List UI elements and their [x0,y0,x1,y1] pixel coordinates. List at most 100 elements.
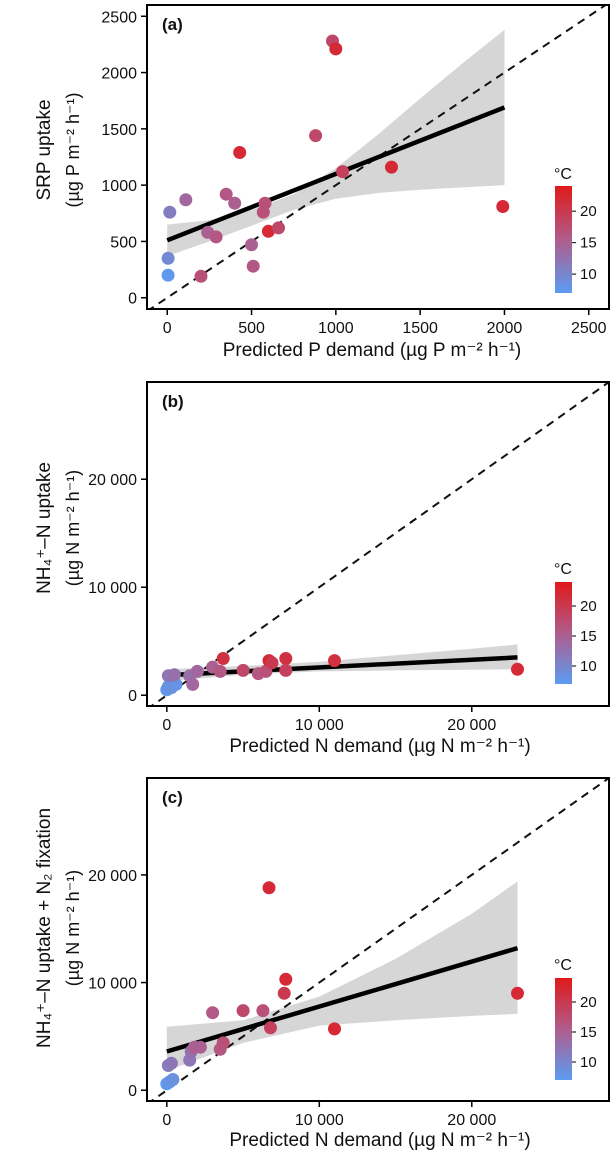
panel-c-colorbar-gradient [555,978,572,1080]
panel-b-plot-area [149,382,609,706]
panel-c-data-point-12 [236,1004,250,1018]
panel-a-data-point-8 [228,196,242,210]
panel-a-data-point-6 [209,230,223,244]
panel-c-colorbar: °C 10 15 20 [554,957,597,1080]
panel-c-colorbar-tick-label-0: 10 [580,1054,597,1071]
panel-a-data-point-16 [309,129,323,143]
panel-c-data-point-14 [262,881,276,895]
panel-c-data-point-4 [164,1056,178,1070]
panel-b-data-point-20 [511,662,524,676]
panel-a-data-point-19 [336,165,350,179]
panel-c-x-tick-label-1: 10 000 [295,1112,344,1129]
panel-b-data-point-7 [186,677,200,691]
panel-b-data-point-5 [167,668,181,682]
panel-c-label: (c) [162,788,183,807]
panel-b-x-axis-label: Predicted N demand (µg N m⁻² h⁻¹) [229,736,530,757]
panel-c-fit-line [166,945,519,1054]
panel-a-y-tick-label-3: 1500 [101,122,137,139]
panel-a-data-point-7 [219,187,233,201]
panel-a-data-point-9 [233,146,247,159]
panel-a-confidence-band [167,29,505,257]
panel-a-colorbar-gradient [555,186,572,293]
panel-b-colorbar-unit: °C [554,561,572,578]
panel-c-data-point-15 [264,1021,277,1035]
panel-a: (a) Predicted P demand (µg P m⁻² h⁻¹) SR… [34,15,521,361]
panel-a-one-to-one-line [148,5,608,309]
panel-b-x-tick-label-0: 0 [162,717,171,734]
panel-a-colorbar-tick-label-2: 20 [580,203,597,220]
panel-a-x-tick-label-1: 500 [238,320,265,337]
panel-a-y-axis-unit: (µg P m⁻² h⁻¹) [63,92,83,207]
panel-c-x-tick-label-2: 20 000 [447,1112,496,1129]
panel-c-data-point-17 [277,986,291,1000]
panel-a-data-point-18 [329,42,343,56]
panel-a-plot-area [148,5,608,309]
panel-c-y-axis-unit: (µg N m⁻² h⁻¹) [63,870,83,986]
panel-a-frame [146,4,610,310]
panel-a-data-point-14 [261,224,275,238]
panel-a-label: (a) [162,15,183,34]
panel-b-y-axis-label: NH₄⁺–N uptake [34,462,55,594]
panel-c-data-point-19 [511,986,524,1000]
panel-a-y-axis-label: SRP uptake [34,99,55,200]
panel-b-data-point-18 [279,663,293,677]
panel-a-colorbar-tick-label-1: 15 [580,235,597,252]
panel-a-x-tick-label-2: 1000 [318,320,354,337]
panel-b-data-point-8 [190,664,204,678]
panel-a-fit-line [166,105,506,243]
panel-a-colorbar: °C 10 15 20 [554,166,597,293]
panel-b-plot: 0 10 000 20 000 0 10 000 20 000 °C 10 15 20 [88,381,610,734]
panel-a-plot: 0 500 1000 1500 2000 2500 0 500 1000 1500 2000 2500… [101,4,610,337]
panel-a-data-point-20 [385,160,398,174]
panel-c-one-to-one-line [149,778,609,1101]
panel-a-x-tick-label-5: 2500 [571,320,607,337]
panel-a-y-tick-label-5: 2500 [101,9,137,26]
panel-a-data-point-2 [163,205,177,219]
panel-b-data-point-10 [213,664,227,678]
panel-c-colorbar-tick-label-2: 20 [580,994,597,1011]
panel-a-x-axis-label: Predicted P demand (µg P m⁻² h⁻¹) [223,340,522,361]
panel-b-data-point-17 [279,652,293,665]
panel-c-y-tick-label-1: 10 000 [88,976,137,993]
panel-c-y-axis-label: NH₄⁺–N uptake + N₂ fixation [34,808,55,1048]
panel-a-data-point-1 [161,251,175,265]
panel-b-data-point-3 [169,677,183,691]
panel-c-data-point-11 [216,1036,230,1050]
panel-b-colorbar: °C 10 15 20 [554,561,597,684]
panel-a-y-tick-label-1: 500 [110,234,137,251]
panel-a-x-tick-label-0: 0 [163,320,172,337]
panel-c-data-point-16 [279,972,293,986]
panel-c-data-point-8 [193,1040,207,1054]
panel-a-y-tick-label-4: 2000 [101,66,137,83]
panel-a-data-point-21 [496,200,510,213]
panel-b-y-tick-label-2: 20 000 [88,472,137,489]
panel-b-y-tick-label-1: 10 000 [88,580,137,597]
panel-a-data-point-15 [272,221,285,235]
panel-a-data-point-10 [245,238,258,252]
panel-b-label: (b) [162,392,184,411]
panel-a-data-point-11 [246,259,260,273]
panel-b-colorbar-gradient [555,582,572,684]
panel-a-colorbar-tick-label-0: 10 [580,266,597,283]
panel-b-data-point-19 [328,654,341,668]
panel-c-colorbar-tick-label-1: 15 [580,1024,597,1041]
panel-b-data-point-16 [265,656,279,670]
panel-b-one-to-one-line [149,382,609,706]
panel-a-data-point-13 [258,196,272,210]
panel-b-colorbar-tick-label-2: 20 [580,598,597,615]
panel-b: (b) Predicted N demand (µg N m⁻² h⁻¹) NH… [34,392,531,757]
panel-c-plot: 0 10 000 20 000 0 10 000 20 000 °C 10 15 20 [88,777,610,1129]
panel-a-y-tick-label-0: 0 [128,291,137,308]
panel-c-x-axis-label: Predicted N demand (µg N m⁻² h⁻¹) [229,1130,530,1151]
panel-a-data-point-4 [194,269,208,283]
panel-b-colorbar-tick-label-0: 10 [580,658,597,675]
panel-b-data-point-11 [216,652,230,665]
panel-b-data-point-12 [236,663,250,677]
panel-b-frame [146,381,610,707]
panel-c-y-tick-label-0: 0 [128,1083,137,1100]
panel-c-data-point-13 [256,1004,270,1018]
panel-a-y-tick-label-2: 1000 [101,178,137,195]
panel-c-data-point-18 [328,1022,341,1036]
panel-a-data-point-0 [161,268,175,282]
